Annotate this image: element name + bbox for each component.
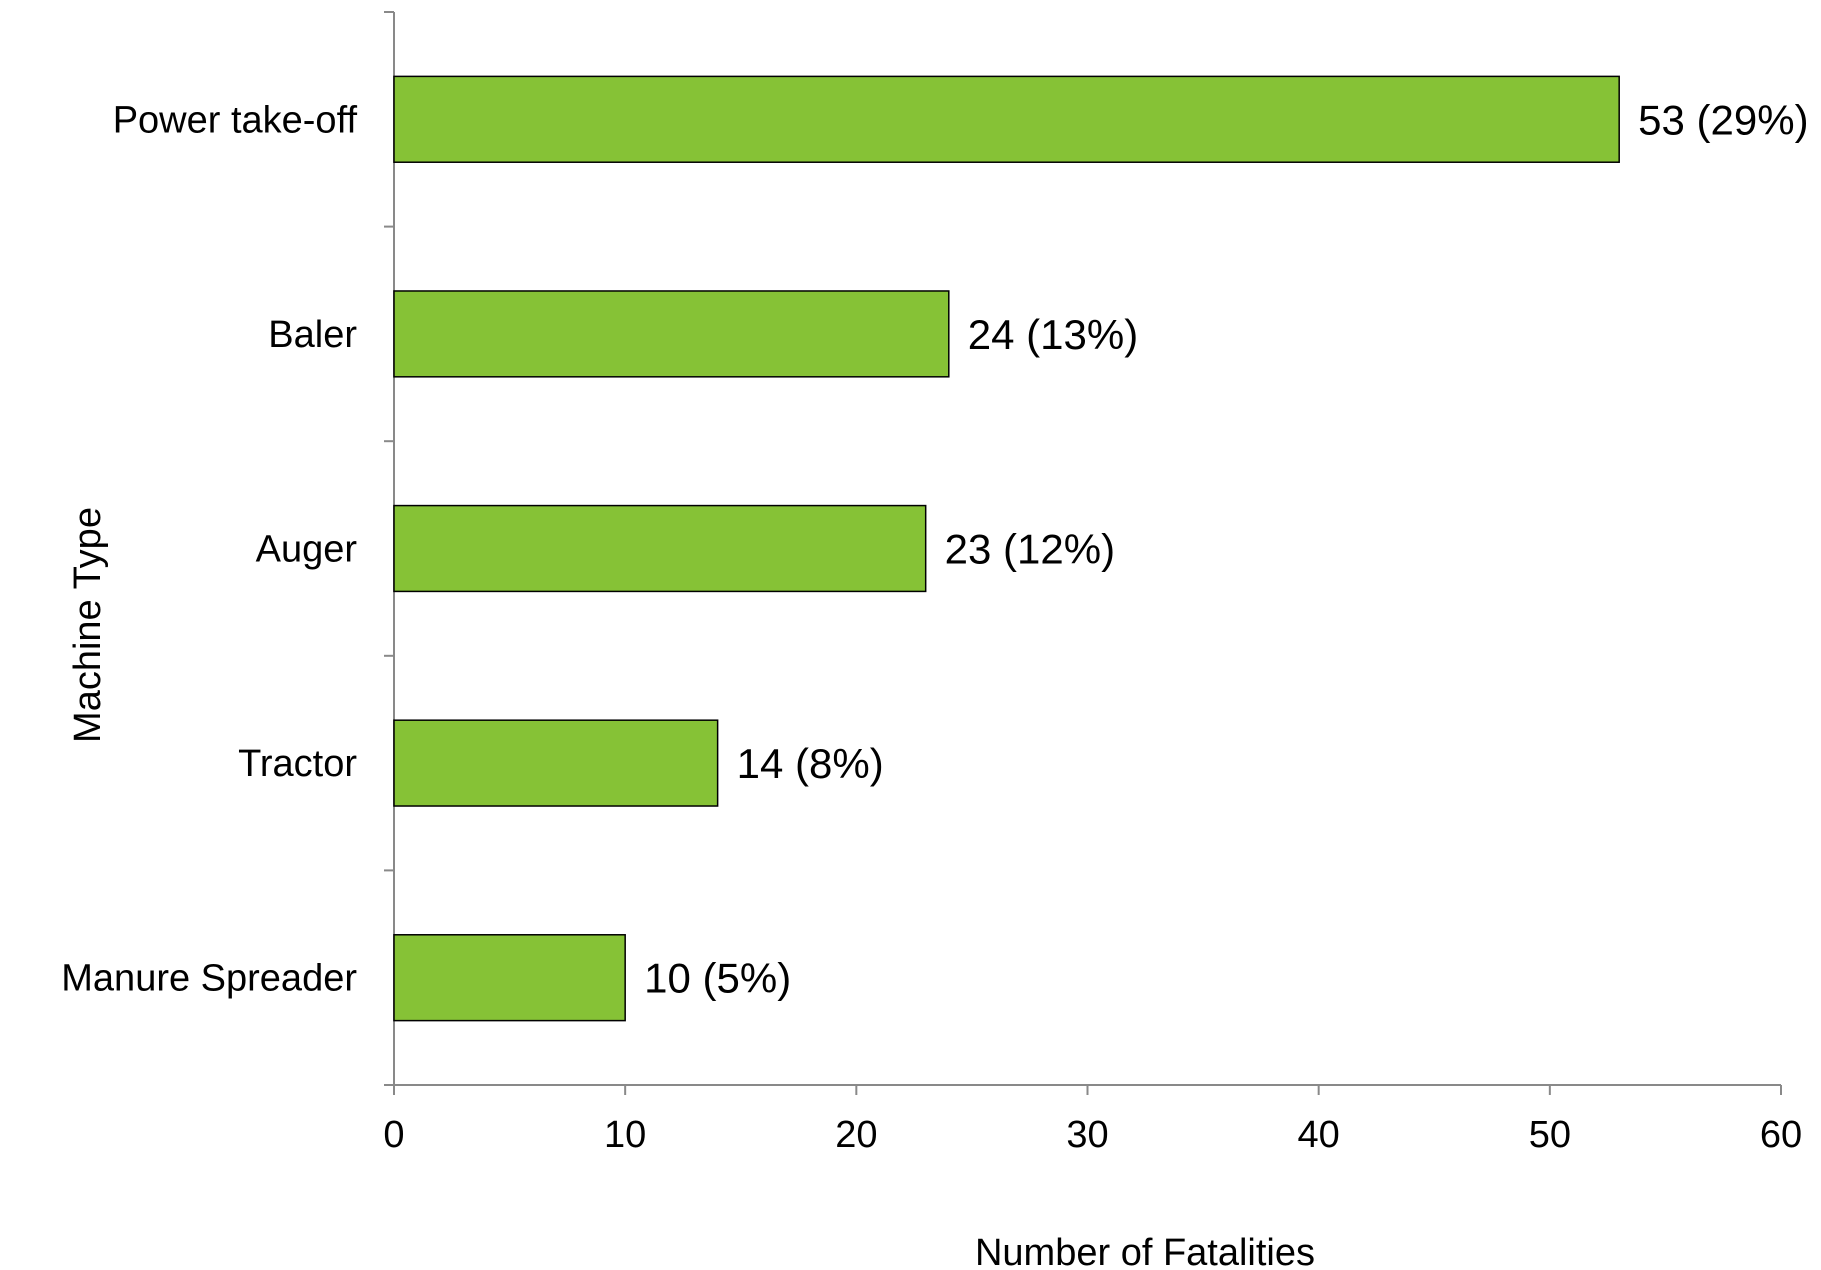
bar	[393, 504, 927, 593]
data-label: 53 (29%)	[1638, 96, 1808, 143]
bar	[393, 719, 719, 807]
data-label: 10 (5%)	[644, 955, 791, 1002]
category-label: Manure Spreader	[61, 958, 357, 1000]
bars	[393, 75, 1620, 1022]
data-label: 24 (13%)	[968, 311, 1138, 358]
x-tick-label: 50	[1529, 1114, 1571, 1156]
category-label: Auger	[256, 529, 358, 571]
data-label: 14 (8%)	[737, 740, 884, 787]
category-label: Baler	[268, 314, 357, 356]
x-tick-label: 10	[604, 1114, 646, 1156]
x-tick-label: 30	[1066, 1114, 1108, 1156]
x-tick-label: 60	[1760, 1114, 1802, 1156]
x-tick-label: 40	[1298, 1114, 1340, 1156]
x-axis-title: Number of Fatalities	[975, 1232, 1315, 1270]
data-label: 23 (12%)	[945, 526, 1115, 573]
labels: Power take-off 53 (29%) Baler 24 (13%) Auger…	[61, 96, 1808, 1001]
bar	[393, 934, 626, 1022]
x-tick-label: 20	[835, 1114, 877, 1156]
bar	[393, 290, 950, 378]
x-tick-label: 0	[383, 1114, 404, 1156]
y-axis-title: Machine Type	[67, 507, 109, 743]
bar	[393, 75, 1620, 163]
axes: 0 10 20 30 40 50 60	[383, 11, 1802, 1156]
category-label: Tractor	[238, 743, 357, 785]
category-label: Power take-off	[113, 99, 358, 141]
